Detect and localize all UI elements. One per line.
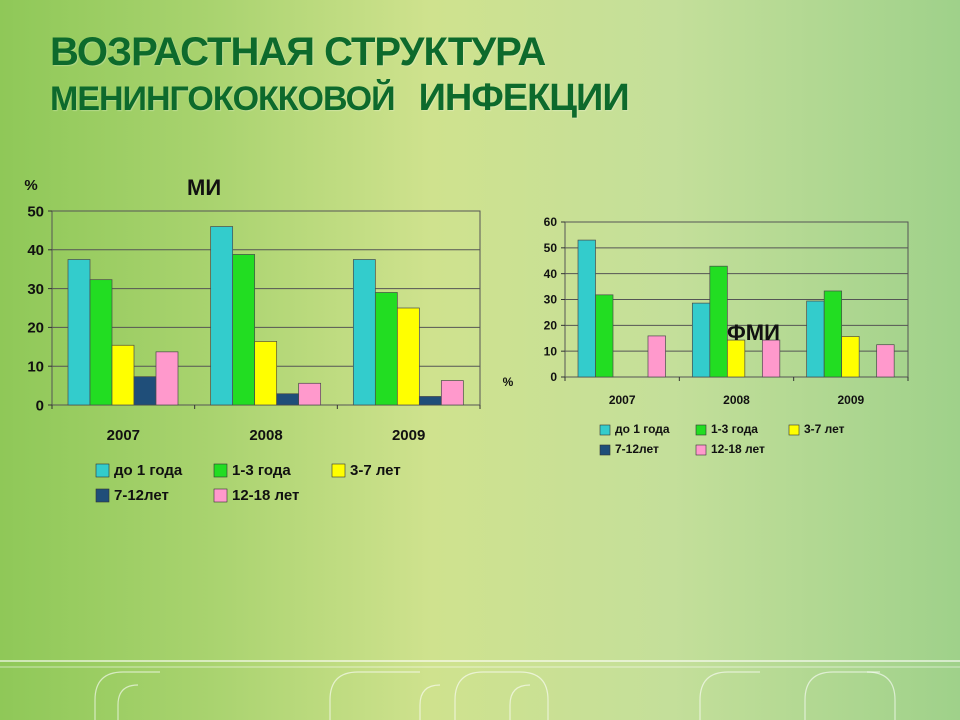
x-category-label: 2008 [723, 393, 750, 407]
y-axis-label: % [24, 177, 37, 194]
bar-3-7-лет-2007 [111, 344, 135, 406]
x-category-label: 2007 [107, 427, 140, 444]
y-tick-label: 50 [544, 241, 558, 255]
legend-entry: 3-7 лет [350, 462, 401, 479]
y-tick-label: 50 [27, 203, 44, 220]
y-axis-label: % [503, 375, 514, 389]
legend-entry: 7-12лет [615, 442, 659, 456]
bar-12-18-лет-2007 [647, 335, 666, 378]
bar-12-18-лет-2008 [298, 382, 322, 406]
legend-entry: 1-3 года [711, 422, 758, 436]
x-category-label: 2008 [249, 427, 282, 444]
legend-swatch [695, 424, 707, 436]
bar-3-7-лет-2008 [254, 341, 278, 406]
bar-1-3-года-2008 [232, 254, 256, 406]
y-tick-label: 40 [27, 242, 44, 259]
x-category-label: 2007 [609, 393, 636, 407]
bar-12-18-лет-2008 [761, 339, 781, 378]
bar-3-7-лет-2009 [396, 307, 420, 406]
legend-swatch [213, 488, 228, 503]
legend-entry: 7-12лет [114, 487, 169, 504]
bar-12-18-лет-2009 [876, 344, 895, 378]
legend-entry: 12-18 лет [711, 442, 765, 456]
legend-swatch [788, 424, 800, 436]
y-tick-label: 20 [544, 319, 558, 333]
x-category-label: 2009 [837, 393, 864, 407]
bar-3-7-лет-2008 [726, 339, 746, 378]
legend-entry: до 1 года [615, 422, 670, 436]
legend-entry: 1-3 года [232, 462, 291, 479]
legend-swatch [95, 488, 110, 503]
y-tick-label: 0 [36, 397, 44, 414]
legend-swatch [95, 463, 110, 478]
legend-entry: 12-18 лет [232, 487, 299, 504]
slide-title-line2-part1: МЕНИНГОКОККОВОЙ [50, 80, 396, 118]
x-category-label: 2009 [392, 427, 425, 444]
legend-swatch [331, 463, 346, 478]
y-tick-label: 60 [544, 215, 558, 229]
bar-12-18-лет-2009 [440, 380, 464, 406]
legend-entry: до 1 года [114, 462, 183, 479]
bar-1-3-года-2009 [823, 290, 843, 378]
chart-title: ФМИ [727, 320, 780, 345]
slide-title-line1: ВОЗРАСТНАЯ СТРУКТУРА [50, 30, 546, 74]
bar-1-3-года-2008 [709, 265, 728, 378]
bar-12-18-лет-2007 [155, 351, 179, 406]
y-tick-label: 30 [27, 281, 44, 298]
y-tick-label: 0 [550, 370, 557, 384]
y-tick-label: 10 [544, 344, 558, 358]
legend-swatch [599, 424, 611, 436]
slide-title: ВОЗРАСТНАЯ СТРУКТУРА МЕНИНГОКОККОВОЙ ИНФЕ… [50, 28, 630, 121]
y-tick-label: 10 [27, 358, 44, 375]
bar-1-3-года-2007 [89, 279, 113, 406]
legend-swatch [695, 444, 707, 456]
slide-title-line2: МЕНИНГОКОККОВОЙ ИНФЕКЦИИ [50, 76, 630, 121]
legend-swatch [599, 444, 611, 456]
y-tick-label: 20 [27, 320, 44, 337]
legend-swatch [213, 463, 228, 478]
y-tick-label: 30 [544, 293, 558, 307]
chart-title: МИ [187, 175, 221, 200]
bar-1-3-года-2007 [595, 294, 614, 378]
y-tick-label: 40 [544, 267, 558, 281]
legend-entry: 3-7 лет [804, 422, 845, 436]
slide-title-line2-part2: ИНФЕКЦИИ [418, 77, 630, 119]
bar-3-7-лет-2009 [841, 336, 860, 378]
